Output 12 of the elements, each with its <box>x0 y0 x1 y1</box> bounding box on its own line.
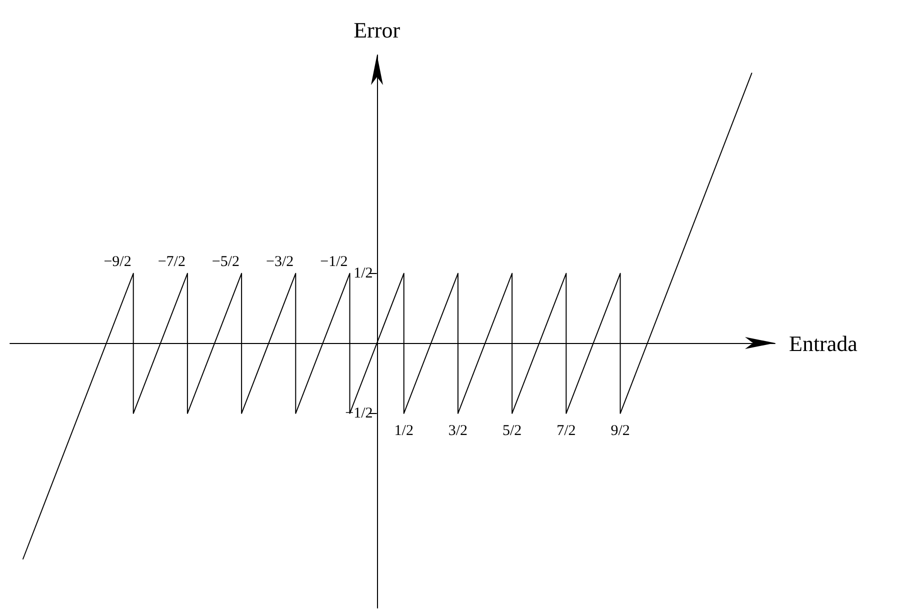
x-tick-label: 7/2 <box>556 422 576 439</box>
annotation: −7/2 <box>158 254 186 270</box>
annotation: −3/2 <box>266 254 294 270</box>
x-tick-label: 5/2 <box>502 422 522 439</box>
x-axis-title: Entrada <box>789 330 858 356</box>
x-tick-label: 1/2 <box>394 422 414 439</box>
x-tick-label: 3/2 <box>448 422 468 439</box>
annotation: −1/2 <box>320 254 348 270</box>
annotation: −9/2 <box>104 254 132 270</box>
y-axis-title: Error <box>354 18 401 42</box>
annotation: −5/2 <box>212 254 240 270</box>
x-tick-label: 9/2 <box>610 422 630 439</box>
